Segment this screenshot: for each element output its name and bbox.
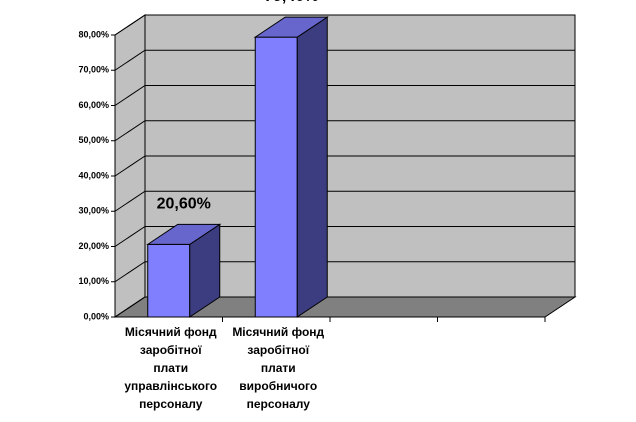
y-tick-label: 40,00% <box>78 170 109 180</box>
y-tick-label: 20,00% <box>78 241 109 251</box>
grid-line <box>114 120 575 142</box>
value-label: 79,40% <box>264 0 318 5</box>
bar-front <box>147 243 191 318</box>
grid-line <box>114 49 575 71</box>
bar-top <box>146 223 222 245</box>
grid-line <box>114 155 575 177</box>
y-tick-label: 0,00% <box>83 311 109 321</box>
grid-line <box>114 226 575 247</box>
y-tick-label: 60,00% <box>78 100 109 110</box>
y-tick-label: 10,00% <box>78 276 109 286</box>
x-tick-label: Місячний фонд заробітної плати управлінсько… <box>124 325 217 411</box>
grid-line <box>114 190 575 212</box>
y-tick-label: 80,00% <box>78 29 109 39</box>
bar-side <box>296 16 328 318</box>
y-tick-label: 50,00% <box>78 135 109 145</box>
bar-front <box>254 36 298 318</box>
bar <box>146 223 222 318</box>
y-tick-label: 30,00% <box>78 206 109 216</box>
grid-line <box>114 85 575 106</box>
bar <box>253 16 329 318</box>
bar-top <box>253 16 329 38</box>
x-tick-label: Місячний фонд заробітної плати виробничого п… <box>232 325 324 411</box>
grid-line <box>114 261 575 283</box>
grid-line <box>114 14 575 36</box>
value-label: 20,60% <box>157 195 211 212</box>
y-tick-label: 70,00% <box>78 65 109 75</box>
grid-line <box>114 296 575 318</box>
